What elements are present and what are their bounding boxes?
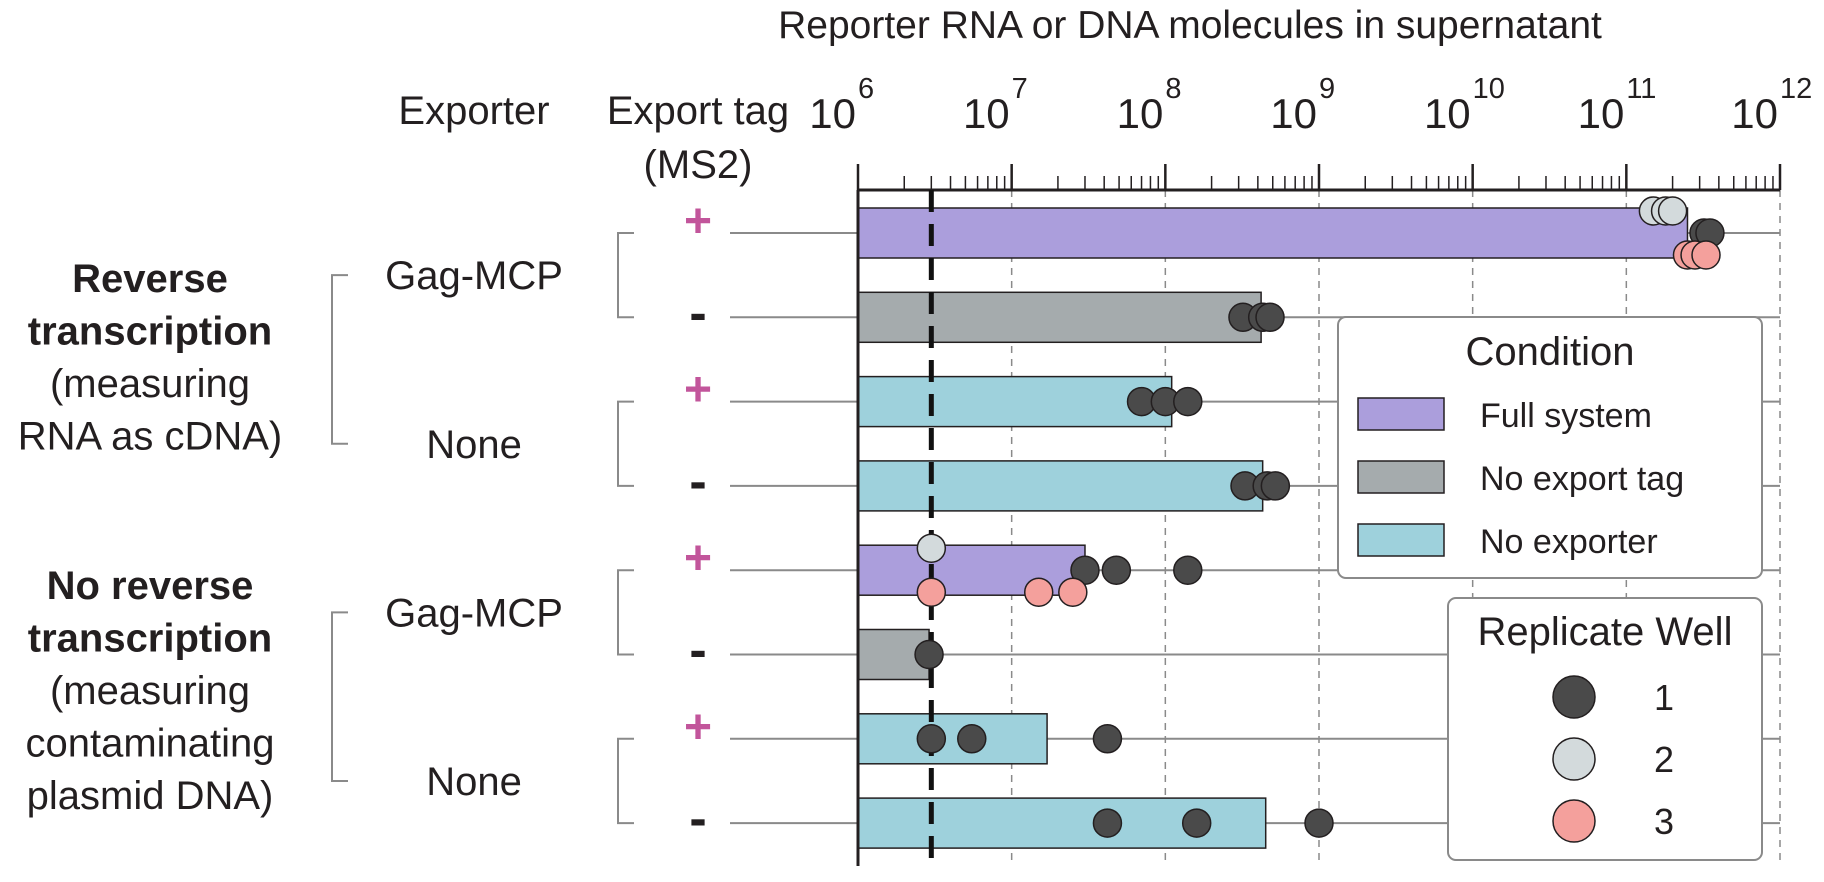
x-tick-base: 10 xyxy=(1270,90,1317,137)
legend-replicate-box xyxy=(1447,597,1763,861)
legend-replicate-label: 3 xyxy=(1654,801,1674,842)
tag-plus: + xyxy=(684,701,712,754)
exporter-label: Gag-MCP xyxy=(385,591,563,635)
tag-pair-bracket xyxy=(617,569,634,656)
x-tick-exponent: 8 xyxy=(1165,73,1181,105)
x-tick-base: 10 xyxy=(1731,90,1778,137)
x-axis-label: Reporter RNA or DNA molecules in superna… xyxy=(778,4,1602,47)
x-tick-label: 109 xyxy=(1270,73,1335,137)
group-bracket xyxy=(331,611,348,782)
data-point-rep1 xyxy=(1092,724,1123,754)
group-label-line: No reverse xyxy=(47,564,254,608)
bar xyxy=(857,207,1689,259)
data-point-rep1 xyxy=(1101,555,1132,585)
data-point-rep3 xyxy=(1058,577,1088,607)
data-point-rep1 xyxy=(1092,808,1123,838)
legend-replicate: Replicate Well 1 2 3 xyxy=(1447,597,1763,861)
x-tick-exponent: 11 xyxy=(1626,73,1656,105)
x-tick-exponent: 9 xyxy=(1319,73,1335,105)
legend-condition-label: No export tag xyxy=(1480,460,1684,498)
legend-condition-label: Full system xyxy=(1480,397,1652,435)
tag-minus: - xyxy=(689,622,706,680)
tag-pair-bracket xyxy=(617,737,634,825)
data-point-rep3 xyxy=(1691,240,1721,270)
x-tick-label: 108 xyxy=(1117,73,1182,137)
bar xyxy=(857,713,1048,765)
group-label-line: RNA as cDNA) xyxy=(18,415,283,459)
group-label-line: plasmid DNA) xyxy=(27,774,274,818)
x-tick-base: 10 xyxy=(1424,90,1471,137)
export-tag-header: Export tag xyxy=(607,89,789,133)
x-tick-exponent: 6 xyxy=(858,73,874,105)
bar xyxy=(857,460,1264,512)
export-tag-header-sub: (MS2) xyxy=(644,143,753,187)
legend-replicate-label: 2 xyxy=(1654,739,1674,780)
group-label-line: (measuring xyxy=(50,362,250,406)
data-point-rep3 xyxy=(916,577,947,607)
data-point-rep2 xyxy=(1657,196,1688,226)
legend-replicate-title: Replicate Well xyxy=(1478,610,1733,654)
data-point-rep1 xyxy=(1304,808,1334,838)
x-tick-base: 10 xyxy=(1117,90,1164,137)
group-label-line: transcription xyxy=(28,310,272,354)
group-label-line: Reverse xyxy=(72,257,228,301)
tag-pair-bracket xyxy=(617,400,634,487)
tag-minus: - xyxy=(689,790,706,848)
tag-minus: - xyxy=(689,284,706,342)
x-tick-base: 10 xyxy=(1578,90,1625,137)
data-point-rep3 xyxy=(1023,577,1054,607)
group-label-line: transcription xyxy=(28,617,272,661)
x-tick-label: 107 xyxy=(963,73,1028,137)
x-tick-exponent: 12 xyxy=(1780,73,1812,105)
data-point-rep1 xyxy=(1173,386,1203,417)
exporter-label: None xyxy=(426,760,522,804)
legend-replicate-marker xyxy=(1552,675,1596,719)
tag-pair-bracket xyxy=(617,232,634,319)
legend-replicate-marker xyxy=(1552,799,1596,843)
exporter-label: None xyxy=(426,423,522,467)
data-point-rep1 xyxy=(1255,302,1285,333)
legend-condition: Condition Full system No export tag No expo… xyxy=(1337,316,1763,579)
legend-condition-swatch xyxy=(1357,460,1445,494)
x-tick-base: 10 xyxy=(963,90,1010,137)
exporter-label: Gag-MCP xyxy=(385,254,563,298)
data-point-rep1 xyxy=(1260,471,1291,501)
group-label-line: (measuring xyxy=(50,669,250,713)
data-point-rep1 xyxy=(1173,555,1203,585)
tag-plus: + xyxy=(684,532,712,585)
data-point-rep1 xyxy=(914,639,944,670)
x-tick-base: 10 xyxy=(809,90,856,137)
group-bracket xyxy=(331,274,348,445)
exporter-header: Exporter xyxy=(398,89,549,133)
data-point-rep1 xyxy=(957,724,987,754)
tag-minus: - xyxy=(689,453,706,511)
legend-condition-box xyxy=(1337,316,1763,579)
data-point-rep2 xyxy=(916,533,947,563)
legend-condition-label: No exporter xyxy=(1480,523,1658,561)
group-label-line: contaminating xyxy=(25,722,274,766)
tag-plus: + xyxy=(684,364,712,417)
x-tick-exponent: 7 xyxy=(1012,73,1028,105)
data-point-rep1 xyxy=(1181,808,1212,838)
legend-condition-swatch xyxy=(1357,397,1445,431)
legend-replicate-marker xyxy=(1552,737,1596,781)
tag-plus: + xyxy=(684,195,712,248)
legend-condition-title: Condition xyxy=(1465,330,1634,374)
bar xyxy=(857,291,1262,344)
x-tick-exponent: 10 xyxy=(1473,73,1505,105)
legend-condition-swatch xyxy=(1357,523,1445,557)
legend-replicate-label: 1 xyxy=(1654,677,1674,718)
x-tick-label: 106 xyxy=(809,73,874,137)
bar xyxy=(857,375,1173,428)
data-point-rep1 xyxy=(916,724,947,754)
